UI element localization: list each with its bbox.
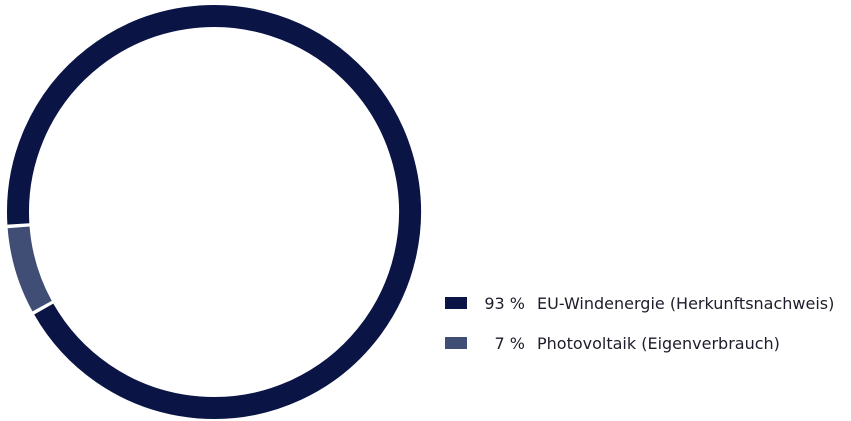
donut-slice-photovoltaik xyxy=(7,226,52,312)
legend-swatch-photovoltaik xyxy=(445,337,467,349)
legend-label-photovoltaik: Photovoltaik (Eigenverbrauch) xyxy=(537,333,780,353)
legend: 93 % EU-Windenergie (Herkunftsnachweis) … xyxy=(445,292,834,372)
legend-item-windenergie: 93 % EU-Windenergie (Herkunftsnachweis) xyxy=(445,292,834,314)
legend-swatch-windenergie xyxy=(445,297,467,309)
legend-label-windenergie: EU-Windenergie (Herkunftsnachweis) xyxy=(537,293,835,313)
legend-percent-photovoltaik: 7 % xyxy=(494,333,525,353)
legend-percent-windenergie: 93 % xyxy=(484,293,525,313)
donut-slice-windenergie xyxy=(7,5,421,419)
legend-item-photovoltaik: 7 % Photovoltaik (Eigenverbrauch) xyxy=(445,332,834,354)
